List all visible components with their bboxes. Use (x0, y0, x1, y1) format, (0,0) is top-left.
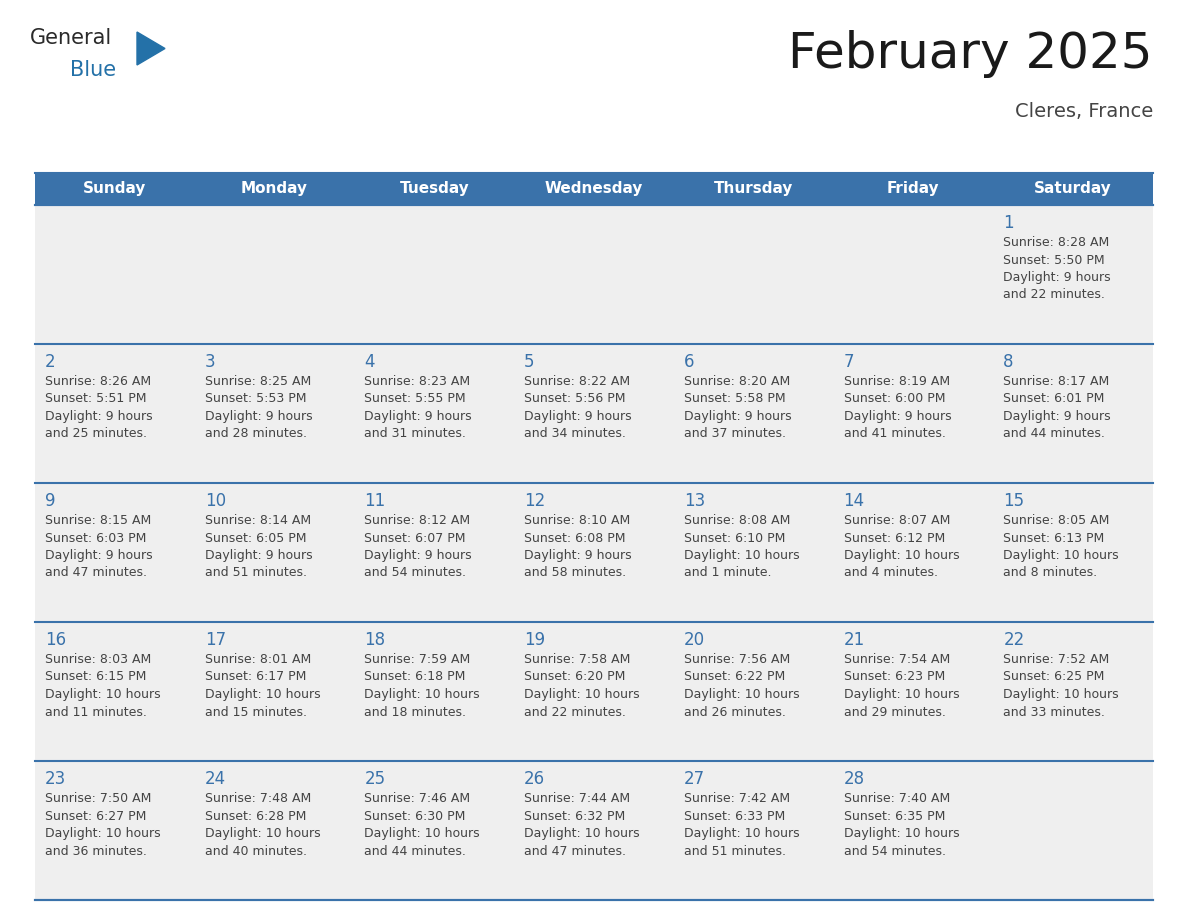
Text: Sunrise: 8:28 AM
Sunset: 5:50 PM
Daylight: 9 hours
and 22 minutes.: Sunrise: 8:28 AM Sunset: 5:50 PM Dayligh… (1004, 236, 1111, 301)
Text: 20: 20 (684, 631, 704, 649)
Text: 9: 9 (45, 492, 56, 510)
Bar (34, 344, 1154, 483)
Text: Sunrise: 8:17 AM
Sunset: 6:01 PM
Daylight: 9 hours
and 44 minutes.: Sunrise: 8:17 AM Sunset: 6:01 PM Dayligh… (1004, 375, 1111, 441)
Text: 14: 14 (843, 492, 865, 510)
Bar (34, 483, 1154, 622)
Bar (34, 173, 1154, 205)
Text: Sunrise: 7:42 AM
Sunset: 6:33 PM
Daylight: 10 hours
and 51 minutes.: Sunrise: 7:42 AM Sunset: 6:33 PM Dayligh… (684, 792, 800, 857)
Text: 13: 13 (684, 492, 706, 510)
Text: 15: 15 (1004, 492, 1024, 510)
Text: Sunrise: 7:52 AM
Sunset: 6:25 PM
Daylight: 10 hours
and 33 minutes.: Sunrise: 7:52 AM Sunset: 6:25 PM Dayligh… (1004, 653, 1119, 719)
Text: 10: 10 (204, 492, 226, 510)
Text: Sunrise: 8:15 AM
Sunset: 6:03 PM
Daylight: 9 hours
and 47 minutes.: Sunrise: 8:15 AM Sunset: 6:03 PM Dayligh… (45, 514, 152, 579)
Text: Sunrise: 8:12 AM
Sunset: 6:07 PM
Daylight: 9 hours
and 54 minutes.: Sunrise: 8:12 AM Sunset: 6:07 PM Dayligh… (365, 514, 472, 579)
Text: 6: 6 (684, 353, 694, 371)
Text: Sunrise: 7:44 AM
Sunset: 6:32 PM
Daylight: 10 hours
and 47 minutes.: Sunrise: 7:44 AM Sunset: 6:32 PM Dayligh… (524, 792, 640, 857)
Text: Wednesday: Wednesday (545, 182, 643, 196)
Text: Sunrise: 7:50 AM
Sunset: 6:27 PM
Daylight: 10 hours
and 36 minutes.: Sunrise: 7:50 AM Sunset: 6:27 PM Dayligh… (45, 792, 160, 857)
Text: 11: 11 (365, 492, 386, 510)
Text: Sunrise: 8:19 AM
Sunset: 6:00 PM
Daylight: 9 hours
and 41 minutes.: Sunrise: 8:19 AM Sunset: 6:00 PM Dayligh… (843, 375, 952, 441)
Text: 25: 25 (365, 770, 386, 788)
Bar (34, 622, 1154, 761)
Text: 1: 1 (1004, 214, 1013, 232)
Text: 17: 17 (204, 631, 226, 649)
Text: Sunday: Sunday (83, 182, 146, 196)
Text: Sunrise: 8:07 AM
Sunset: 6:12 PM
Daylight: 10 hours
and 4 minutes.: Sunrise: 8:07 AM Sunset: 6:12 PM Dayligh… (843, 514, 959, 579)
Text: 3: 3 (204, 353, 215, 371)
Text: 18: 18 (365, 631, 386, 649)
Text: Sunrise: 7:54 AM
Sunset: 6:23 PM
Daylight: 10 hours
and 29 minutes.: Sunrise: 7:54 AM Sunset: 6:23 PM Dayligh… (843, 653, 959, 719)
Text: Sunrise: 8:03 AM
Sunset: 6:15 PM
Daylight: 10 hours
and 11 minutes.: Sunrise: 8:03 AM Sunset: 6:15 PM Dayligh… (45, 653, 160, 719)
Text: 12: 12 (524, 492, 545, 510)
Text: 8: 8 (1004, 353, 1013, 371)
Text: Sunrise: 7:46 AM
Sunset: 6:30 PM
Daylight: 10 hours
and 44 minutes.: Sunrise: 7:46 AM Sunset: 6:30 PM Dayligh… (365, 792, 480, 857)
Text: February 2025: February 2025 (789, 30, 1154, 78)
Text: Sunrise: 8:22 AM
Sunset: 5:56 PM
Daylight: 9 hours
and 34 minutes.: Sunrise: 8:22 AM Sunset: 5:56 PM Dayligh… (524, 375, 632, 441)
Bar (34, 205, 1154, 344)
Text: Monday: Monday (241, 182, 308, 196)
Text: Thursday: Thursday (714, 182, 794, 196)
Text: Sunrise: 8:14 AM
Sunset: 6:05 PM
Daylight: 9 hours
and 51 minutes.: Sunrise: 8:14 AM Sunset: 6:05 PM Dayligh… (204, 514, 312, 579)
Text: Sunrise: 8:10 AM
Sunset: 6:08 PM
Daylight: 9 hours
and 58 minutes.: Sunrise: 8:10 AM Sunset: 6:08 PM Dayligh… (524, 514, 632, 579)
Text: Friday: Friday (887, 182, 940, 196)
Text: Saturday: Saturday (1035, 182, 1112, 196)
Text: Sunrise: 8:25 AM
Sunset: 5:53 PM
Daylight: 9 hours
and 28 minutes.: Sunrise: 8:25 AM Sunset: 5:53 PM Dayligh… (204, 375, 312, 441)
Text: Sunrise: 8:23 AM
Sunset: 5:55 PM
Daylight: 9 hours
and 31 minutes.: Sunrise: 8:23 AM Sunset: 5:55 PM Dayligh… (365, 375, 472, 441)
Text: Sunrise: 7:40 AM
Sunset: 6:35 PM
Daylight: 10 hours
and 54 minutes.: Sunrise: 7:40 AM Sunset: 6:35 PM Dayligh… (843, 792, 959, 857)
Text: 24: 24 (204, 770, 226, 788)
Text: 26: 26 (524, 770, 545, 788)
Text: Sunrise: 7:59 AM
Sunset: 6:18 PM
Daylight: 10 hours
and 18 minutes.: Sunrise: 7:59 AM Sunset: 6:18 PM Dayligh… (365, 653, 480, 719)
Text: 4: 4 (365, 353, 375, 371)
Text: 5: 5 (524, 353, 535, 371)
Text: Sunrise: 8:26 AM
Sunset: 5:51 PM
Daylight: 9 hours
and 25 minutes.: Sunrise: 8:26 AM Sunset: 5:51 PM Dayligh… (45, 375, 152, 441)
Text: Sunrise: 8:08 AM
Sunset: 6:10 PM
Daylight: 10 hours
and 1 minute.: Sunrise: 8:08 AM Sunset: 6:10 PM Dayligh… (684, 514, 800, 579)
Text: Sunrise: 7:48 AM
Sunset: 6:28 PM
Daylight: 10 hours
and 40 minutes.: Sunrise: 7:48 AM Sunset: 6:28 PM Dayligh… (204, 792, 321, 857)
Text: 21: 21 (843, 631, 865, 649)
Text: 22: 22 (1004, 631, 1024, 649)
Text: 16: 16 (45, 631, 67, 649)
Text: 2: 2 (45, 353, 56, 371)
Text: 23: 23 (45, 770, 67, 788)
Polygon shape (137, 32, 165, 65)
Text: Cleres, France: Cleres, France (1015, 102, 1154, 121)
Text: Sunrise: 8:20 AM
Sunset: 5:58 PM
Daylight: 9 hours
and 37 minutes.: Sunrise: 8:20 AM Sunset: 5:58 PM Dayligh… (684, 375, 791, 441)
Text: Sunrise: 8:05 AM
Sunset: 6:13 PM
Daylight: 10 hours
and 8 minutes.: Sunrise: 8:05 AM Sunset: 6:13 PM Dayligh… (1004, 514, 1119, 579)
Text: 7: 7 (843, 353, 854, 371)
Text: Sunrise: 7:58 AM
Sunset: 6:20 PM
Daylight: 10 hours
and 22 minutes.: Sunrise: 7:58 AM Sunset: 6:20 PM Dayligh… (524, 653, 640, 719)
Text: 27: 27 (684, 770, 704, 788)
Text: Tuesday: Tuesday (399, 182, 469, 196)
Text: Sunrise: 7:56 AM
Sunset: 6:22 PM
Daylight: 10 hours
and 26 minutes.: Sunrise: 7:56 AM Sunset: 6:22 PM Dayligh… (684, 653, 800, 719)
Text: General: General (30, 28, 112, 48)
Text: 19: 19 (524, 631, 545, 649)
Bar (34, 761, 1154, 900)
Text: Blue: Blue (70, 60, 116, 80)
Text: Sunrise: 8:01 AM
Sunset: 6:17 PM
Daylight: 10 hours
and 15 minutes.: Sunrise: 8:01 AM Sunset: 6:17 PM Dayligh… (204, 653, 321, 719)
Text: 28: 28 (843, 770, 865, 788)
